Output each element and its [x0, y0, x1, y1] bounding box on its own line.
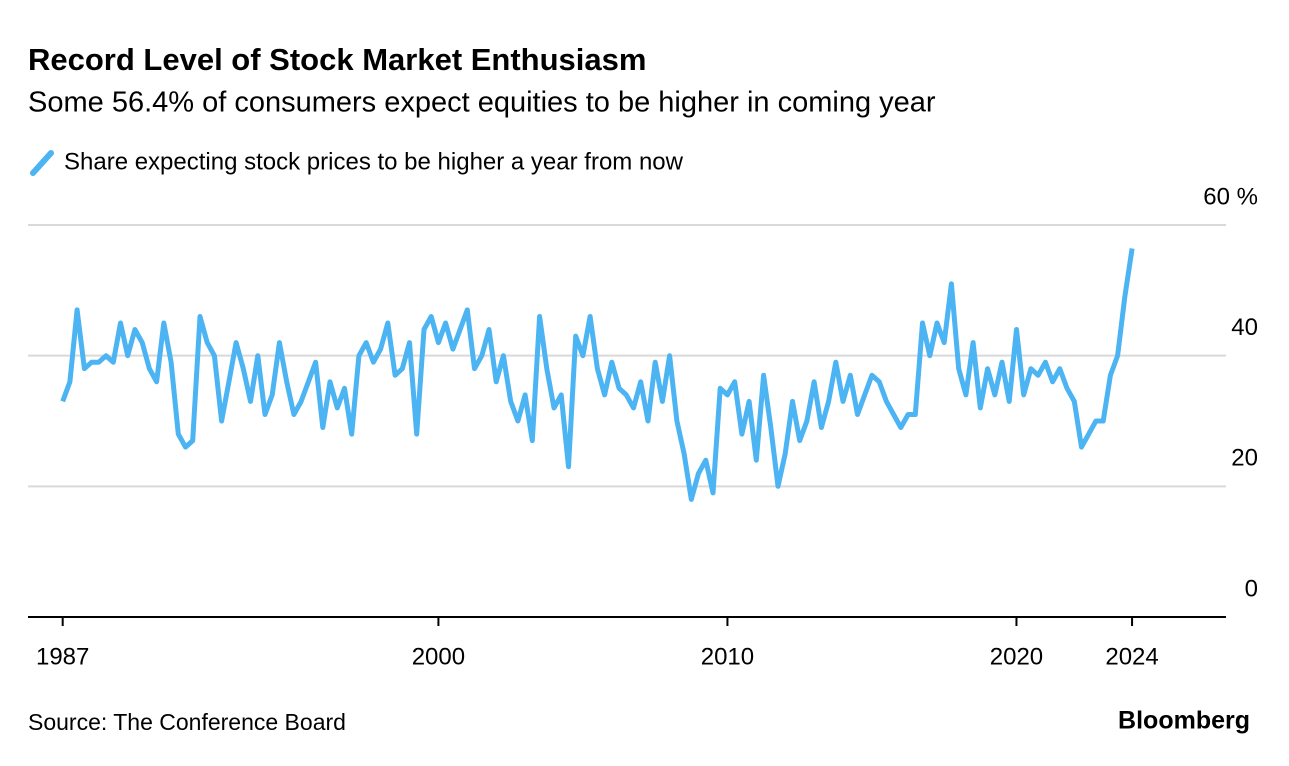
x-tick-label: 1987: [36, 643, 89, 670]
source: Source: The Conference Board: [28, 709, 346, 735]
x-tick-label: 2010: [701, 643, 754, 670]
legend-label: Share expecting stock prices to be highe…: [64, 148, 684, 175]
x-tick-label: 2024: [1105, 643, 1158, 670]
x-tick-label: 2020: [990, 643, 1043, 670]
brand: Bloomberg: [1118, 707, 1250, 735]
line-series: [60, 248, 1135, 502]
y-tick-label: 20: [1231, 445, 1258, 472]
chart-subtitle: Some 56.4% of consumers expect equities …: [28, 87, 936, 119]
y-tick-label: 60 %: [1203, 183, 1258, 210]
legend-swatch: [30, 150, 54, 176]
y-tick-label: 40: [1231, 314, 1258, 341]
y-tick-label: 0: [1245, 575, 1258, 602]
chart-title: Record Level of Stock Market Enthusiasm: [28, 42, 646, 77]
x-tick-label: 2000: [412, 643, 465, 670]
